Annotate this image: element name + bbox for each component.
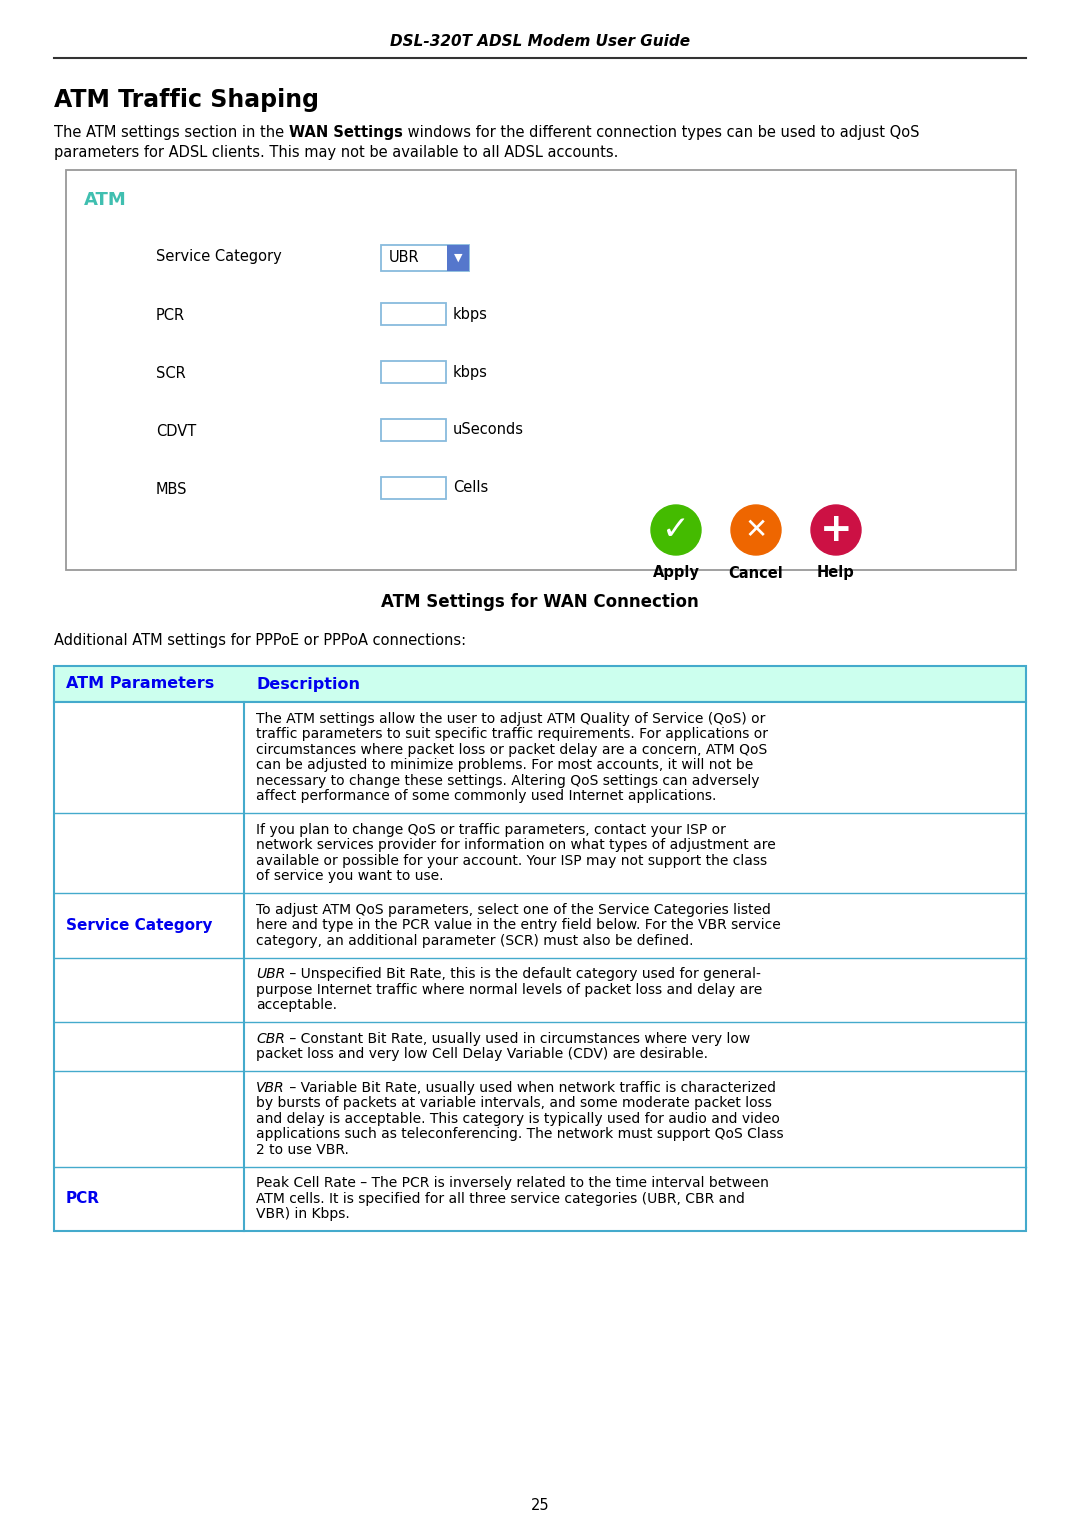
Text: PCR: PCR — [66, 1191, 100, 1206]
Text: necessary to change these settings. Altering QoS settings can adversely: necessary to change these settings. Alte… — [256, 774, 759, 788]
Text: of service you want to use.: of service you want to use. — [256, 869, 444, 883]
Text: The ATM settings section in the: The ATM settings section in the — [54, 125, 288, 140]
Text: available or possible for your account. Your ISP may not support the class: available or possible for your account. … — [256, 854, 767, 867]
Text: can be adjusted to minimize problems. For most accounts, it will not be: can be adjusted to minimize problems. Fo… — [256, 759, 753, 773]
Text: 25: 25 — [530, 1498, 550, 1513]
Text: Service Category: Service Category — [156, 249, 282, 264]
Text: packet loss and very low Cell Delay Variable (CDV) are desirable.: packet loss and very low Cell Delay Vari… — [256, 1048, 708, 1061]
Text: ✓: ✓ — [662, 513, 690, 547]
Text: kbps: kbps — [453, 307, 488, 322]
Text: Cells: Cells — [453, 481, 488, 495]
Text: ✕: ✕ — [744, 516, 768, 544]
Text: by bursts of packets at variable intervals, and some moderate packet loss: by bursts of packets at variable interva… — [256, 1096, 772, 1110]
Text: The ATM settings allow the user to adjust ATM Quality of Service (QoS) or: The ATM settings allow the user to adjus… — [256, 712, 766, 725]
Text: If you plan to change QoS or traffic parameters, contact your ISP or: If you plan to change QoS or traffic par… — [256, 823, 726, 837]
Text: VBR: VBR — [256, 1081, 285, 1095]
Text: – Unspecified Bit Rate, this is the default category used for general-: – Unspecified Bit Rate, this is the defa… — [285, 967, 761, 982]
Text: – Variable Bit Rate, usually used when network traffic is characterized: – Variable Bit Rate, usually used when n… — [285, 1081, 775, 1095]
Text: parameters for ADSL clients. This may not be available to all ADSL accounts.: parameters for ADSL clients. This may no… — [54, 145, 619, 160]
Bar — [54, 702, 1026, 1231]
Text: traffic parameters to suit specific traffic requirements. For applications or: traffic parameters to suit specific traf… — [256, 727, 768, 741]
Bar — [381, 360, 446, 383]
Text: WAN Settings: WAN Settings — [288, 125, 403, 140]
Text: Help: Help — [818, 565, 855, 580]
Text: Cancel: Cancel — [729, 565, 783, 580]
Text: ▼: ▼ — [454, 253, 462, 263]
Text: purpose Internet traffic where normal levels of packet loss and delay are: purpose Internet traffic where normal le… — [256, 983, 762, 997]
Text: uSeconds: uSeconds — [453, 423, 524, 438]
Bar — [66, 169, 1016, 570]
Text: DSL-320T ADSL Modem User Guide: DSL-320T ADSL Modem User Guide — [390, 35, 690, 49]
Text: ATM Parameters: ATM Parameters — [66, 676, 214, 692]
Text: category, an additional parameter (SCR) must also be defined.: category, an additional parameter (SCR) … — [256, 933, 693, 948]
Text: ATM: ATM — [84, 191, 126, 209]
Text: Additional ATM settings for PPPoE or PPPoA connections:: Additional ATM settings for PPPoE or PPP… — [54, 632, 467, 647]
Text: Peak Cell Rate – The PCR is inversely related to the time interval between: Peak Cell Rate – The PCR is inversely re… — [256, 1176, 769, 1190]
Text: acceptable.: acceptable. — [256, 999, 337, 1012]
Text: applications such as teleconferencing. The network must support QoS Class: applications such as teleconferencing. T… — [256, 1127, 784, 1141]
Text: network services provider for information on what types of adjustment are: network services provider for informatio… — [256, 838, 775, 852]
Text: 2 to use VBR.: 2 to use VBR. — [256, 1142, 349, 1157]
Text: CBR: CBR — [256, 1032, 285, 1046]
Text: ATM cells. It is specified for all three service categories (UBR, CBR and: ATM cells. It is specified for all three… — [256, 1191, 745, 1206]
Text: ATM Traffic Shaping: ATM Traffic Shaping — [54, 89, 319, 111]
Text: SCR: SCR — [156, 365, 186, 380]
Bar — [381, 244, 469, 270]
Text: UBR: UBR — [256, 967, 285, 982]
Circle shape — [811, 505, 861, 554]
Text: To adjust ATM QoS parameters, select one of the Service Categories listed: To adjust ATM QoS parameters, select one… — [256, 902, 771, 916]
Bar — [447, 244, 469, 270]
Bar — [54, 666, 1026, 702]
Text: UBR: UBR — [389, 250, 420, 266]
Text: – Constant Bit Rate, usually used in circumstances where very low: – Constant Bit Rate, usually used in cir… — [285, 1032, 751, 1046]
Text: PCR: PCR — [156, 307, 185, 322]
Bar — [381, 418, 446, 441]
Text: CDVT: CDVT — [156, 423, 197, 438]
Text: circumstances where packet loss or packet delay are a concern, ATM QoS: circumstances where packet loss or packe… — [256, 742, 767, 757]
Circle shape — [731, 505, 781, 554]
Text: here and type in the PCR value in the entry field below. For the VBR service: here and type in the PCR value in the en… — [256, 918, 781, 933]
Text: Service Category: Service Category — [66, 918, 213, 933]
Text: ATM Settings for WAN Connection: ATM Settings for WAN Connection — [381, 592, 699, 611]
Circle shape — [651, 505, 701, 554]
Text: kbps: kbps — [453, 365, 488, 380]
Bar — [381, 302, 446, 325]
Text: MBS: MBS — [156, 481, 188, 496]
Text: Apply: Apply — [652, 565, 700, 580]
Text: VBR) in Kbps.: VBR) in Kbps. — [256, 1208, 350, 1222]
Text: and delay is acceptable. This category is typically used for audio and video: and delay is acceptable. This category i… — [256, 1112, 780, 1125]
Bar — [381, 476, 446, 499]
Text: affect performance of some commonly used Internet applications.: affect performance of some commonly used… — [256, 789, 716, 803]
Text: +: + — [820, 512, 852, 550]
Text: Description: Description — [256, 676, 360, 692]
Text: windows for the different connection types can be used to adjust QoS: windows for the different connection typ… — [403, 125, 919, 140]
